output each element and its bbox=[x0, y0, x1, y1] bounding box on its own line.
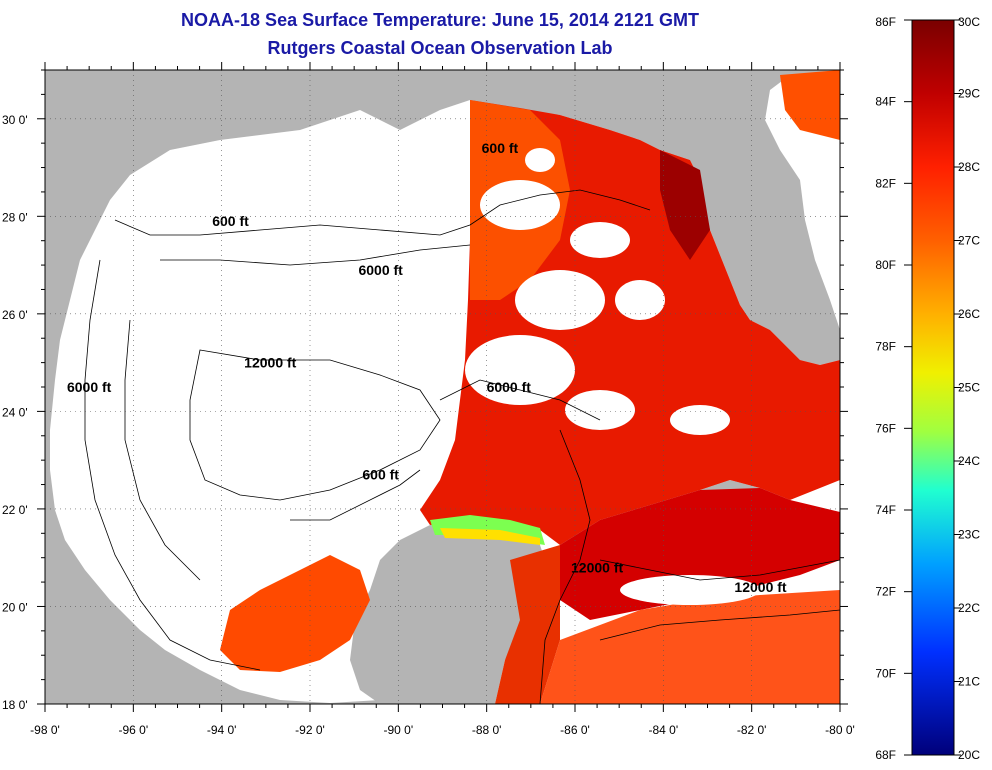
longitude-axis: -98 0' -96 0' -94 0' -92 0' -90 0' -88 0' -86 … bbox=[30, 62, 855, 737]
lat-tick-label: 30 0' bbox=[2, 113, 28, 127]
colorbar-f-label: 78F bbox=[875, 340, 896, 354]
lat-tick-label: 20 0' bbox=[2, 600, 28, 614]
lat-tick-label: 22 0' bbox=[2, 503, 28, 517]
lon-tick-label: -96 0' bbox=[119, 723, 149, 737]
map-title: NOAA-18 Sea Surface Temperature: June 15… bbox=[181, 10, 699, 30]
contour-label: 6000 ft bbox=[487, 379, 532, 395]
lon-tick-label: -94 0' bbox=[207, 723, 237, 737]
contour-label: 600 ft bbox=[482, 140, 519, 156]
contour-labels: 600 ft 600 ft 600 ft 6000 ft 6000 ft 6000 ft 1… bbox=[67, 140, 787, 595]
cloud-cover bbox=[465, 148, 760, 605]
lon-tick-label: -88 0' bbox=[472, 723, 502, 737]
lon-tick-label: -92 0' bbox=[295, 723, 325, 737]
contour-label: 600 ft bbox=[362, 467, 399, 483]
lon-tick-label: -90 0' bbox=[384, 723, 414, 737]
colorbar-c-label: 29C bbox=[958, 87, 980, 101]
contour-label: 12000 ft bbox=[571, 559, 623, 575]
lon-tick-label: -98 0' bbox=[30, 723, 60, 737]
colorbar-f-label: 86F bbox=[875, 15, 896, 29]
colorbar-c-label: 26C bbox=[958, 307, 980, 321]
map-subtitle: Rutgers Coastal Ocean Observation Lab bbox=[267, 38, 613, 58]
colorbar: 86F 84F 82F 80F 78F 76F 74F 72F 70F 68F 30C 29C 28C… bbox=[875, 15, 980, 762]
lon-tick-label: -86 0' bbox=[560, 723, 590, 737]
colorbar-c-label: 24C bbox=[958, 454, 980, 468]
contour-label: 12000 ft bbox=[734, 579, 786, 595]
colorbar-f-label: 74F bbox=[875, 503, 896, 517]
colorbar-c-label: 30C bbox=[958, 15, 980, 29]
colorbar-c-label: 22C bbox=[958, 601, 980, 615]
lon-tick-label: -80 0' bbox=[825, 723, 855, 737]
lat-tick-label: 28 0' bbox=[2, 210, 28, 224]
lat-tick-label: 24 0' bbox=[2, 405, 28, 419]
colorbar-c-label: 25C bbox=[958, 381, 980, 395]
contour-label: 6000 ft bbox=[358, 262, 403, 278]
contour-label: 12000 ft bbox=[244, 354, 296, 370]
colorbar-f-label: 70F bbox=[875, 666, 896, 680]
lat-tick-label: 26 0' bbox=[2, 308, 28, 322]
colorbar-c-label: 21C bbox=[958, 675, 980, 689]
lon-tick-label: -82 0' bbox=[737, 723, 767, 737]
colorbar-c-label: 20C bbox=[958, 748, 980, 762]
colorbar-c-label: 27C bbox=[958, 234, 980, 248]
contour-label: 600 ft bbox=[212, 213, 249, 229]
colorbar-f-label: 68F bbox=[875, 748, 896, 762]
colorbar-f-label: 84F bbox=[875, 95, 896, 109]
colorbar-f-label: 82F bbox=[875, 176, 896, 190]
latitude-axis: 18 0' 20 0' 22 0' 24 0' 26 0' 28 0' 30 0' bbox=[2, 69, 848, 712]
colorbar-gradient bbox=[911, 19, 955, 756]
bathymetry-contours bbox=[84, 189, 841, 705]
colorbar-c-label: 28C bbox=[958, 160, 980, 174]
colorbar-c-label: 23C bbox=[958, 528, 980, 542]
contour-label: 6000 ft bbox=[67, 379, 112, 395]
lon-tick-label: -84 0' bbox=[649, 723, 679, 737]
colorbar-f-label: 76F bbox=[875, 421, 896, 435]
colorbar-f-label: 80F bbox=[875, 258, 896, 272]
colorbar-f-label: 72F bbox=[875, 585, 896, 599]
lat-tick-label: 18 0' bbox=[2, 698, 28, 712]
